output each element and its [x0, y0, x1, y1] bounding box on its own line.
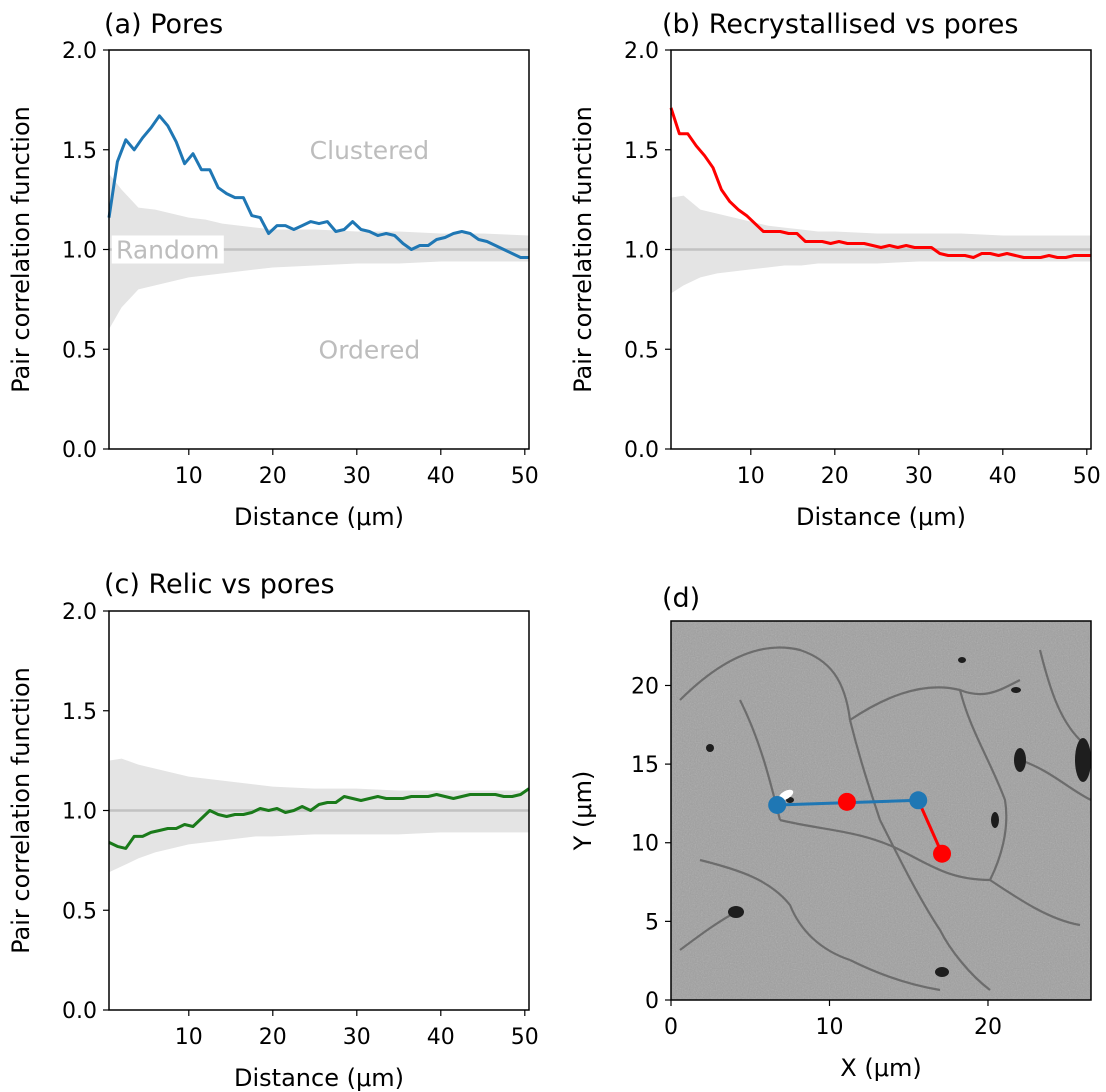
- y-tick-label-a: 1.5: [62, 139, 97, 164]
- y-tick-label-d: 10: [631, 832, 659, 857]
- panel-b-recrystallised-vs-pores: 10 20 30 40 50 0.0 0.5 1.0 1.5 2.0 Distance (μm) Pa…: [569, 39, 1101, 531]
- x-axis-label-c: Distance (μm): [234, 1064, 404, 1092]
- y-tick-label-c: 0.5: [62, 899, 97, 924]
- y-tick-label-b: 2.0: [624, 39, 659, 64]
- panel-d-marks: 0 10 20 0 5 10 15 20 X (μm) Y (μm): [569, 620, 1092, 1082]
- scatter-point: [933, 844, 952, 863]
- y-tick-label-d: 20: [631, 674, 659, 699]
- x-axis-label-a: Distance (μm): [234, 503, 404, 531]
- y-tick-label-c: 2.0: [62, 600, 97, 625]
- panel-d-title: (d): [662, 583, 700, 614]
- y-tick-label-b: 0.0: [624, 438, 659, 463]
- annotation-random-background: [111, 235, 224, 264]
- panel-c-relic-vs-pores: 10 20 30 40 50 0.0 0.5 1.0 1.5 2.0 Distance (μm) Pa…: [7, 600, 539, 1092]
- link-line: [916, 799, 944, 855]
- panel-a-title: (a) Pores: [104, 9, 223, 40]
- y-tick-label-d: 15: [631, 753, 659, 778]
- confidence-envelope-a: [109, 173, 529, 330]
- y-axis-label-a: Pair correlation function: [7, 106, 35, 393]
- x-tick-label-a: 20: [259, 464, 287, 489]
- x-tick-label-a: 30: [343, 464, 371, 489]
- y-tick-label-d: 0: [645, 989, 659, 1014]
- y-tick-label-c: 1.0: [62, 800, 97, 825]
- x-tick-label-d: 0: [664, 1015, 678, 1040]
- y-tick-label-b: 1.0: [624, 239, 659, 264]
- annotation-ordered: Ordered: [319, 335, 421, 364]
- x-tick-label-b: 30: [905, 464, 933, 489]
- panel-c-title: (c) Relic vs pores: [104, 569, 335, 600]
- x-axis-label-d: X (μm): [840, 1054, 921, 1082]
- x-tick-label-c: 40: [427, 1025, 455, 1050]
- y-tick-label-b: 0.5: [624, 338, 659, 363]
- x-tick-label-a: 40: [427, 464, 455, 489]
- scatter-point: [837, 792, 856, 811]
- x-tick-label-c: 30: [343, 1025, 371, 1050]
- y-axis-label-c: Pair correlation function: [7, 667, 35, 954]
- axes-frame-d: [670, 620, 1092, 1001]
- y-tick-label-a: 0.5: [62, 338, 97, 363]
- x-tick-label-c: 10: [175, 1025, 203, 1050]
- panel-d-micrograph: 0 10 20 0 5 10 15 20 X (μm) Y (μm): [569, 620, 1092, 1082]
- x-tick-label-a: 10: [175, 464, 203, 489]
- x-tick-label-b: 10: [737, 464, 765, 489]
- y-tick-label-d: 5: [645, 910, 659, 935]
- y-tick-label-a: 2.0: [62, 39, 97, 64]
- x-tick-label-a: 50: [511, 464, 539, 489]
- y-axis-label-d: Y (μm): [569, 771, 597, 852]
- confidence-envelope-b: [671, 195, 1091, 294]
- x-axis-label-b: Distance (μm): [796, 503, 966, 531]
- x-tick-label-d: 20: [974, 1015, 1002, 1040]
- x-tick-label-b: 40: [989, 464, 1017, 489]
- scatter-point: [909, 791, 928, 810]
- y-tick-label-a: 0.0: [62, 438, 97, 463]
- micrograph-image: [671, 621, 1091, 1000]
- scatter-point: [768, 795, 787, 814]
- annotation-clustered: Clustered: [310, 136, 429, 165]
- series-line-b: [669, 107, 1091, 259]
- y-tick-label-b: 1.5: [624, 139, 659, 164]
- y-tick-label-c: 1.5: [62, 700, 97, 725]
- series-line-a: [107, 114, 529, 259]
- confidence-envelope-c: [109, 758, 529, 873]
- y-tick-label-c: 0.0: [62, 999, 97, 1024]
- x-tick-label-b: 20: [821, 464, 849, 489]
- panel-b-title: (b) Recrystallised vs pores: [662, 9, 1018, 40]
- series-line-c: [108, 787, 530, 850]
- x-tick-label-c: 20: [259, 1025, 287, 1050]
- x-tick-label-d: 10: [815, 1015, 843, 1040]
- y-axis-label-b: Pair correlation function: [569, 106, 597, 393]
- annotation-random: Random: [116, 236, 220, 265]
- x-tick-label-c: 50: [511, 1025, 539, 1050]
- y-tick-label-a: 1.0: [62, 239, 97, 264]
- x-tick-label-b: 50: [1073, 464, 1101, 489]
- panel-a-pores: Clustered Random Ordered 10 20 30 40 50 0.0 0.5 1.…: [7, 39, 539, 531]
